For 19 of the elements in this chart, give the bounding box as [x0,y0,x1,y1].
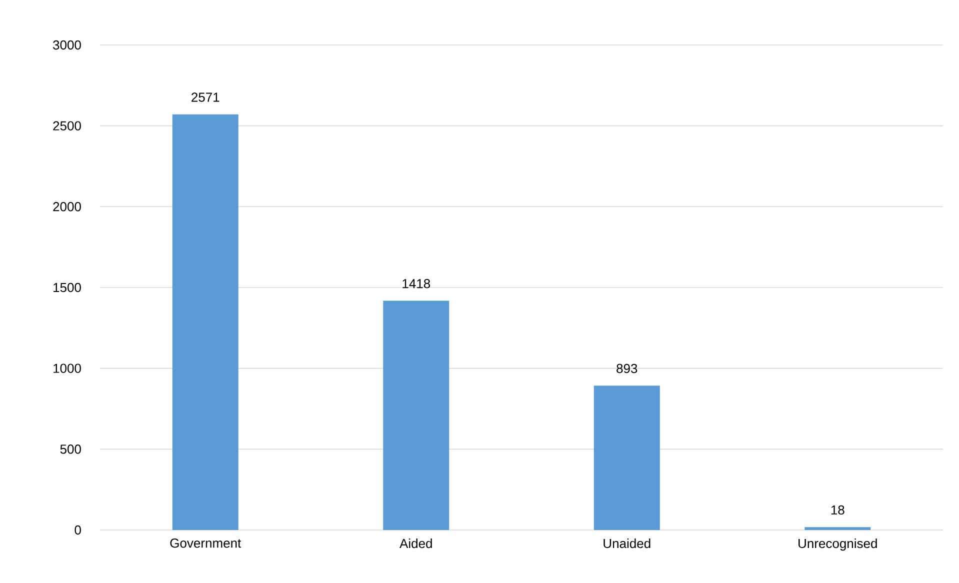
x-tick-label: Government [170,538,242,548]
bar [383,300,450,530]
data-label: 893 [616,364,638,374]
y-tick-label: 1500 [54,282,81,292]
data-label: 18 [831,505,844,515]
bar [594,386,660,530]
y-tick-label: 2000 [53,202,81,212]
x-tick-label: Unrecognised [798,538,877,551]
x-tick-label: Aided [400,538,432,548]
y-tick-label: 3000 [53,40,81,50]
bar [804,527,871,530]
y-tick-label: 500 [60,444,81,454]
x-tick-label: Unaided [604,538,650,548]
data-label: 2571 [192,92,220,102]
y-tick-label: 0 [74,525,81,535]
y-tick-label: 2500 [53,121,81,130]
y-tick-label: 1000 [54,364,81,373]
bar [172,114,238,530]
data-label: 1418 [402,279,430,288]
